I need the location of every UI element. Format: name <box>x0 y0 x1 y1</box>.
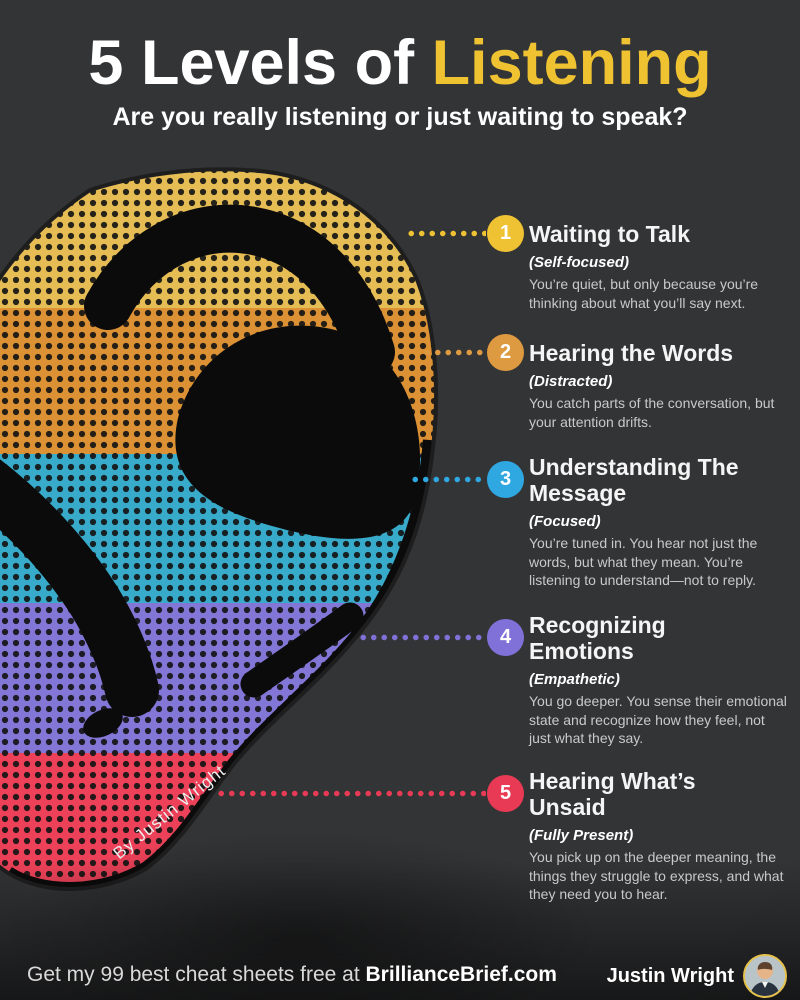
brand-link[interactable]: BrillianceBrief.com <box>365 963 557 986</box>
level-title: Understanding The Message <box>529 454 739 506</box>
dotted-connector <box>216 790 486 797</box>
dotted-connector <box>358 634 486 641</box>
level-description: You’re tuned in. You hear not just the w… <box>529 535 758 588</box>
dotted-connector <box>410 476 486 483</box>
level-number-badge: 3 <box>487 461 524 498</box>
ear-color-bands <box>0 169 437 889</box>
level-description: You go deeper. You sense their emotional… <box>529 693 787 746</box>
level-number-badge: 5 <box>487 775 524 812</box>
page-subtitle: Are you really listening or just waiting… <box>112 103 688 131</box>
level-title: Hearing What’s Unsaid <box>529 768 696 820</box>
person-icon <box>745 956 785 996</box>
footer-author: Justin Wright <box>607 954 787 998</box>
level-title: Hearing the Words <box>529 340 734 366</box>
level-tag: (Fully Present) <box>529 827 634 844</box>
dotted-connector <box>406 230 486 237</box>
level-description: You catch parts of the conversation, but… <box>529 395 775 430</box>
level-description: You’re quiet, but only because you’re th… <box>529 276 759 311</box>
author-avatar <box>743 954 787 998</box>
level-content: Hearing the Words (Distracted) You catch… <box>529 340 787 431</box>
page-title: 5 Levels of Listening <box>0 30 800 96</box>
level-title: Recognizing Emotions <box>529 612 666 664</box>
level-tag: (Empathetic) <box>529 671 620 688</box>
author-name: Justin Wright <box>606 964 734 987</box>
dotted-connector <box>422 349 486 356</box>
footer-bar: Get my 99 best cheat sheets free at Bril… <box>0 948 800 1000</box>
title-white-part: 5 Levels of <box>88 28 432 98</box>
level-content: Hearing What’s Unsaid (Fully Present) Yo… <box>529 768 787 904</box>
level-tag: (Focused) <box>529 513 601 530</box>
cta-text: Get my 99 best cheat sheets free at <box>27 963 366 986</box>
level-content: Recognizing Emotions (Empathetic) You go… <box>529 612 787 748</box>
level-number-badge: 1 <box>487 215 524 252</box>
level-content: Waiting to Talk (Self-focused) You’re qu… <box>529 221 787 312</box>
title-accent-part: Listening <box>431 28 712 98</box>
footer-cta: Get my 99 best cheat sheets free at Bril… <box>27 963 557 987</box>
level-tag: (Self-focused) <box>529 254 630 271</box>
header: 5 Levels of Listening Are you really lis… <box>0 30 800 132</box>
level-content: Understanding The Message (Focused) You’… <box>529 454 787 590</box>
level-title: Waiting to Talk <box>529 221 690 247</box>
level-tag: (Distracted) <box>529 373 613 390</box>
level-number-badge: 2 <box>487 334 524 371</box>
level-description: You pick up on the deeper meaning, the t… <box>529 849 784 902</box>
level-number-badge: 4 <box>487 619 524 656</box>
